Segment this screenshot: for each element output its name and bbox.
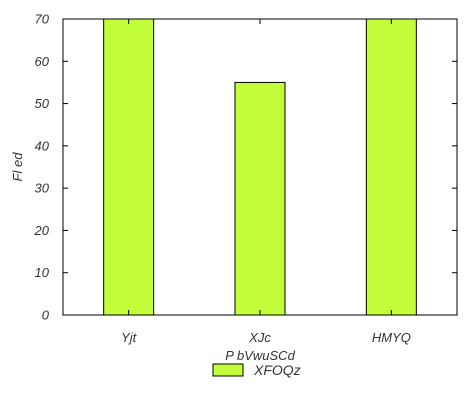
x-tick-label: Yjt [121,330,138,345]
legend-label: XFOQz [253,362,301,378]
x-tick-label: HMYQ [372,330,411,345]
x-tick-labels: Yjt XJc HMYQ [121,330,411,345]
y-tick-label: 0 [42,308,50,323]
x-axis-label: P bVwuSCd [225,348,295,363]
y-tick-label: 10 [35,265,50,280]
y-tick-label: 60 [35,54,50,69]
bar-yjt [103,18,155,316]
ticks-group [63,18,457,316]
y-tick-label: 70 [35,12,50,27]
y-tick-label: 30 [35,181,50,196]
bars-group [103,18,417,316]
x-tick-label: XJc [248,330,271,345]
y-tick-labels: 0 10 20 30 40 50 60 70 [34,12,50,323]
y-tick-label: 20 [34,223,50,238]
bar-hmyq [365,18,417,316]
legend: XFOQz [212,362,301,378]
y-tick-label: 50 [35,96,50,111]
legend-swatch [212,363,244,377]
y-axis-label: Fl ed [10,152,25,182]
y-tick-label: 40 [35,138,50,153]
bar-xjc [234,81,286,316]
